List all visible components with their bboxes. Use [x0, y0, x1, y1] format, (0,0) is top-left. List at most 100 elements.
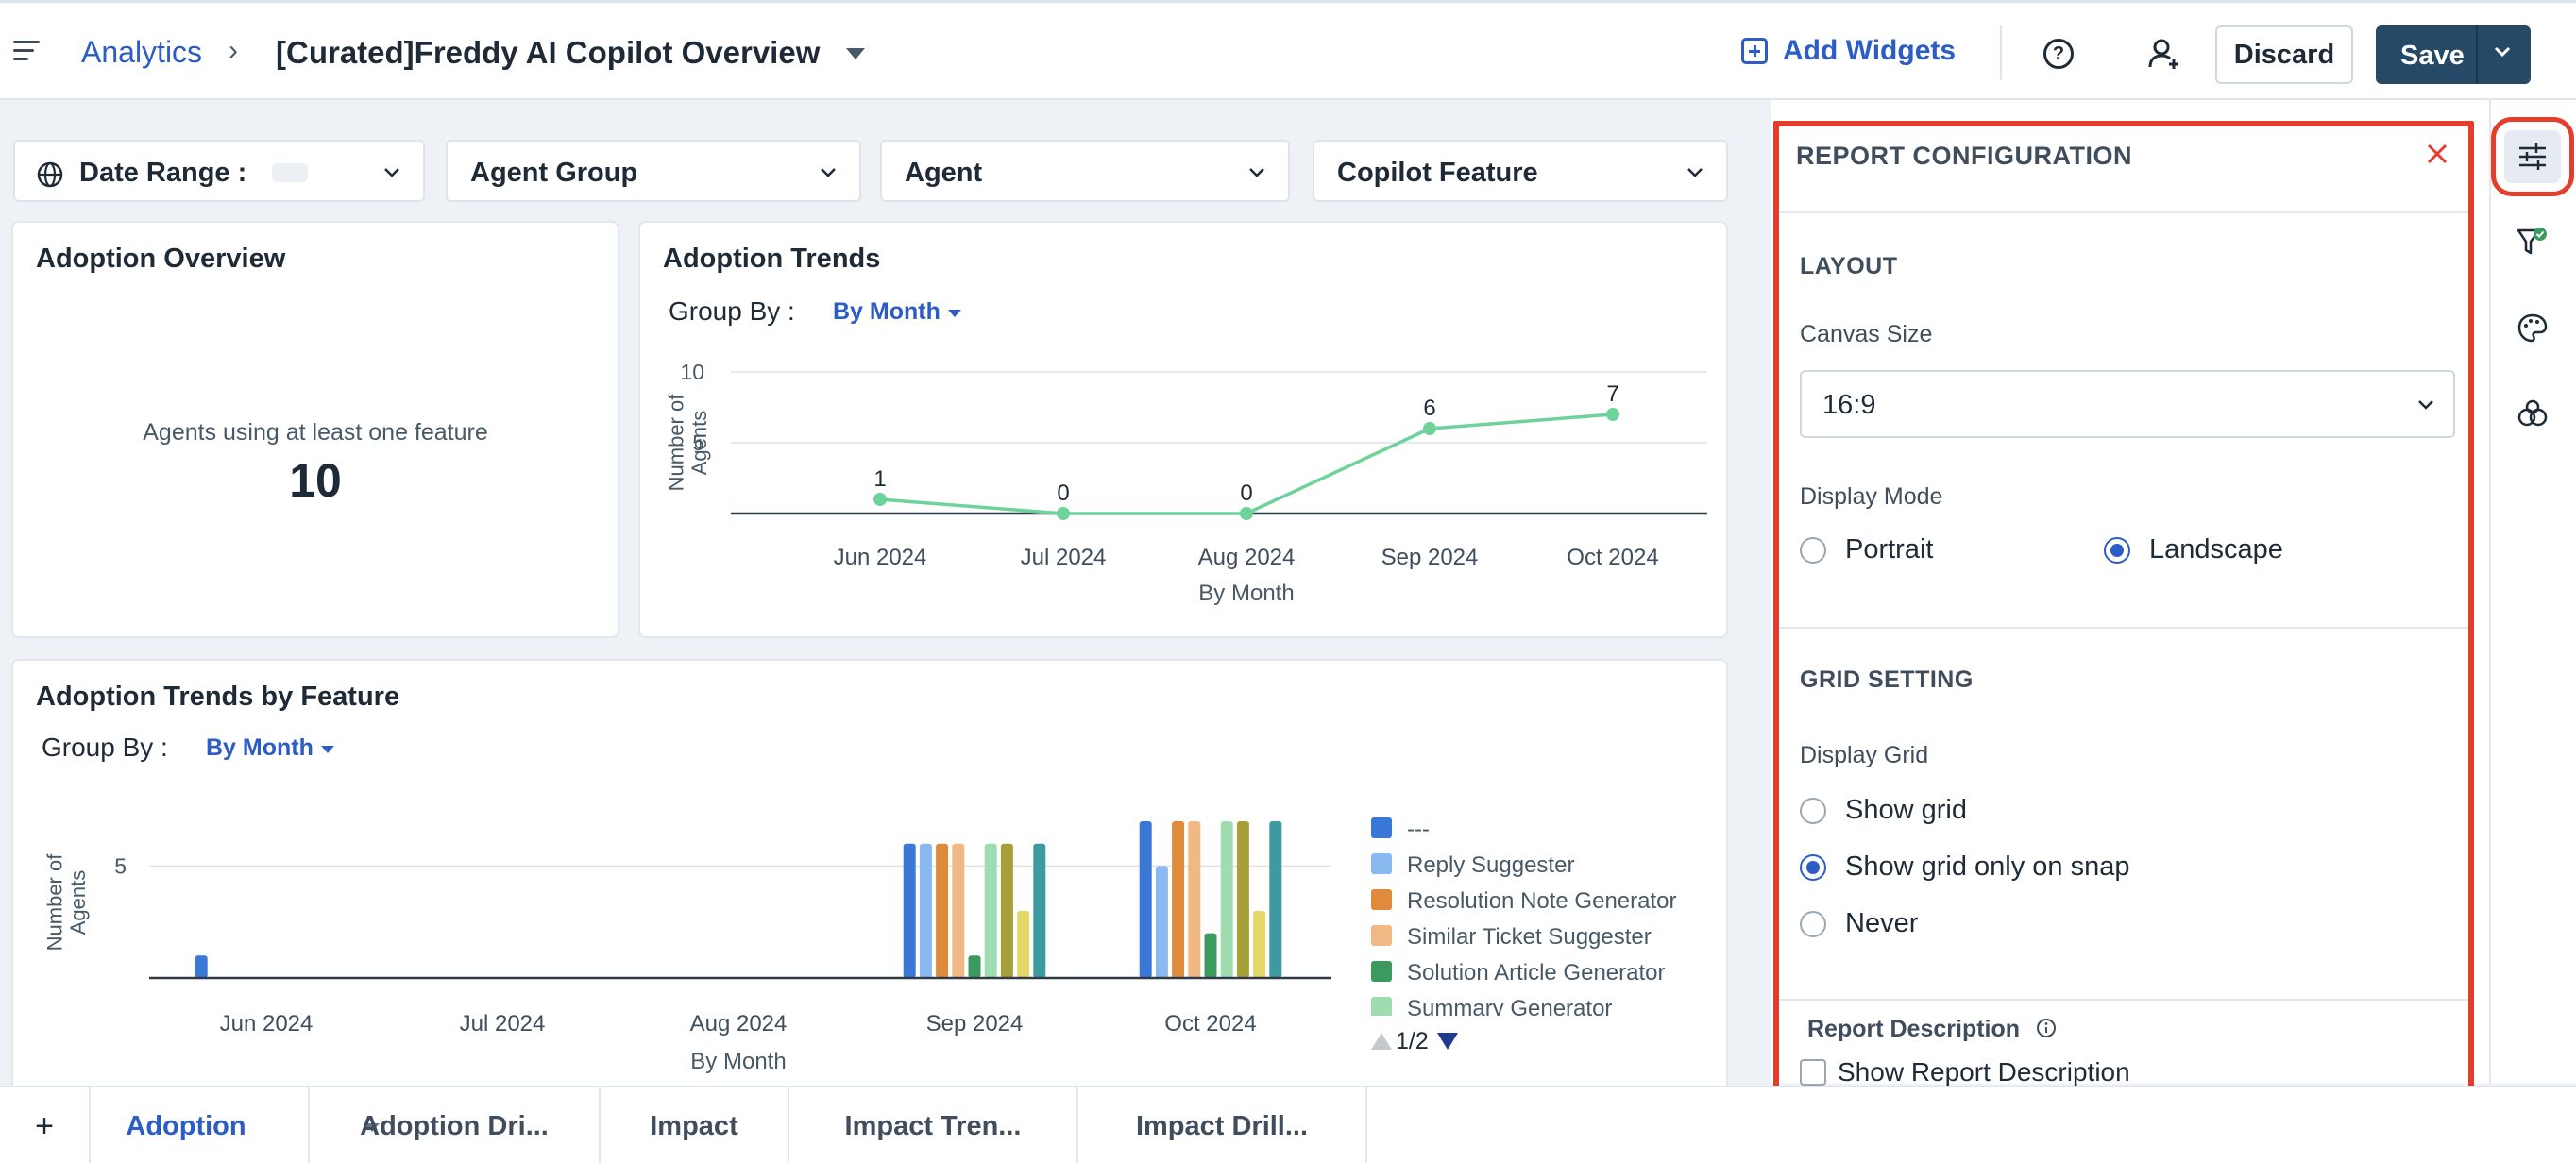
data-label: 6 [1423, 396, 1435, 421]
panel-heading: REPORT CONFIGURATION [1796, 142, 2132, 170]
landscape-radio[interactable]: Landscape [2104, 534, 2283, 565]
date-range-value-pill [272, 163, 308, 182]
bar [968, 955, 981, 978]
canvas-size-label: Canvas Size [1800, 321, 1933, 347]
menu-icon[interactable] [13, 41, 40, 63]
feature-trends-chart: 5 Number ofAgents Jun 2024 Jul 2024 Aug 2024… [43, 817, 1677, 1074]
panel-divider [1779, 211, 2468, 213]
legend-label: Solution Article Generator [1407, 960, 1665, 986]
breadcrumb-analytics[interactable]: Analytics [81, 35, 203, 69]
tab-label: Adoption Dri... [360, 1110, 549, 1141]
show-grid-radio[interactable]: Show grid [1800, 795, 1967, 826]
copilot-feature-filter[interactable]: Copilot Feature [1313, 140, 1728, 202]
group-by-dropdown[interactable]: By Month [833, 298, 941, 325]
add-widgets-label: Add Widgets [1783, 35, 1957, 66]
group-by-dropdown[interactable]: By Month [206, 734, 314, 761]
legend-swatch [1371, 817, 1392, 838]
bar [1204, 933, 1217, 978]
add-tab-button[interactable]: + [0, 1087, 91, 1163]
agent-label: Agent [905, 158, 983, 188]
legend-prev-page-icon [1371, 1033, 1392, 1050]
report-configuration-panel [1771, 100, 2489, 1084]
ai-copilot-icon[interactable] [2516, 396, 2550, 430]
tab-label: Impact [650, 1110, 738, 1141]
legend-label: Reply Suggester [1407, 852, 1574, 878]
add-widgets-button[interactable]: Add Widgets [1741, 35, 1956, 67]
save-label: Save [2400, 41, 2465, 71]
y-tick-label: 5 [114, 853, 127, 878]
radio-selected-icon [1800, 853, 1826, 881]
save-button[interactable]: Save [2376, 25, 2531, 84]
x-tick-label: Jun 2024 [834, 545, 927, 570]
tab-impact[interactable]: Impact [601, 1087, 789, 1163]
legend-label: Summary Generator [1407, 996, 1612, 1021]
show-report-description-checkbox[interactable] [1800, 1059, 1826, 1086]
save-options-chevron-icon[interactable] [2493, 42, 2512, 61]
tab-impact-drill[interactable]: Impact Drill... [1078, 1087, 1367, 1163]
legend-label: Similar Ticket Suggester [1407, 924, 1652, 950]
data-point [1423, 422, 1436, 435]
canvas-size-select[interactable]: 16:9 [1800, 370, 2455, 438]
legend-swatch [1371, 853, 1392, 874]
tab-menu-caret-icon[interactable] [364, 1123, 380, 1132]
grid-setting-heading: GRID SETTING [1800, 666, 1974, 693]
data-point [873, 493, 887, 506]
report-title: [Curated]Freddy AI Copilot Overview [276, 35, 821, 70]
bar [936, 843, 949, 978]
tab-adoption[interactable]: Adoption [91, 1087, 380, 1163]
adoption-trends-card[interactable]: Adoption Trends Group By : By Month 5 10 N… [638, 221, 1728, 638]
show-grid-snap-radio[interactable]: Show grid only on snap [1800, 851, 2129, 883]
agent-group-label: Agent Group [470, 158, 638, 188]
palette-icon[interactable] [2516, 312, 2550, 346]
tab-impact-trends[interactable]: Impact Tren... [789, 1087, 1078, 1163]
discard-button[interactable]: Discard [2215, 25, 2353, 84]
chevron-down-icon [821, 168, 836, 177]
date-range-filter[interactable]: Date Range : [13, 140, 425, 202]
agent-group-filter[interactable]: Agent Group [446, 140, 861, 202]
x-tick-label: Oct 2024 [1567, 545, 1658, 570]
right-rail [2489, 100, 2576, 1084]
x-axis-label: By Month [690, 1049, 786, 1074]
tab-adoption-drill[interactable]: Adoption Dri... [310, 1087, 601, 1163]
radio-icon [1800, 536, 1826, 564]
add-user-icon[interactable] [2147, 37, 2181, 71]
group-by-caret-icon[interactable] [948, 310, 961, 317]
adoption-trends-title: Adoption Trends [663, 244, 881, 274]
help-icon[interactable]: ? [2043, 39, 2074, 69]
adoption-trends-by-feature-card[interactable]: Adoption Trends by Feature Group By : By… [11, 659, 1728, 1093]
report-tab-bar: + Adoption Adoption Dri... Impact Impact… [0, 1086, 2576, 1163]
x-tick-label: Jul 2024 [460, 1011, 546, 1037]
close-icon[interactable] [2425, 142, 2449, 166]
date-range-label: Date Range : [79, 158, 247, 188]
group-by-label: Group By : [42, 733, 168, 762]
settings-sliders-icon[interactable] [2516, 140, 2550, 174]
bar [1033, 843, 1046, 978]
bar [1253, 910, 1266, 978]
radio-icon [1800, 797, 1826, 824]
adoption-overview-card[interactable]: Adoption Overview Agents using at least … [11, 221, 619, 638]
data-label: 1 [873, 466, 886, 492]
feature-trends-title: Adoption Trends by Feature [36, 682, 400, 712]
add-tab-plus: + [35, 1107, 54, 1144]
info-icon[interactable] [2036, 1018, 2057, 1038]
report-dropdown-caret-icon[interactable] [846, 48, 865, 59]
y-tick-label: 10 [680, 360, 704, 384]
group-by-caret-icon[interactable] [321, 746, 334, 753]
header-divider [2000, 25, 2002, 80]
layout-heading: LAYOUT [1800, 253, 1898, 279]
breadcrumb-separator: › [229, 35, 238, 66]
data-label: 0 [1240, 480, 1252, 506]
chevron-down-icon [2418, 400, 2433, 410]
never-radio[interactable]: Never [1800, 908, 1918, 939]
bar [1172, 821, 1185, 978]
data-label: 0 [1057, 480, 1069, 506]
portrait-radio[interactable]: Portrait [1800, 534, 1933, 565]
data-point [1240, 507, 1253, 520]
bar [1139, 821, 1152, 978]
filter-check-icon[interactable] [2516, 225, 2550, 259]
never-label: Never [1845, 908, 1919, 938]
add-square-icon [1741, 38, 1768, 64]
bar [1269, 821, 1282, 978]
agent-filter[interactable]: Agent [880, 140, 1290, 202]
tab-label: Impact Drill... [1135, 1110, 1309, 1141]
